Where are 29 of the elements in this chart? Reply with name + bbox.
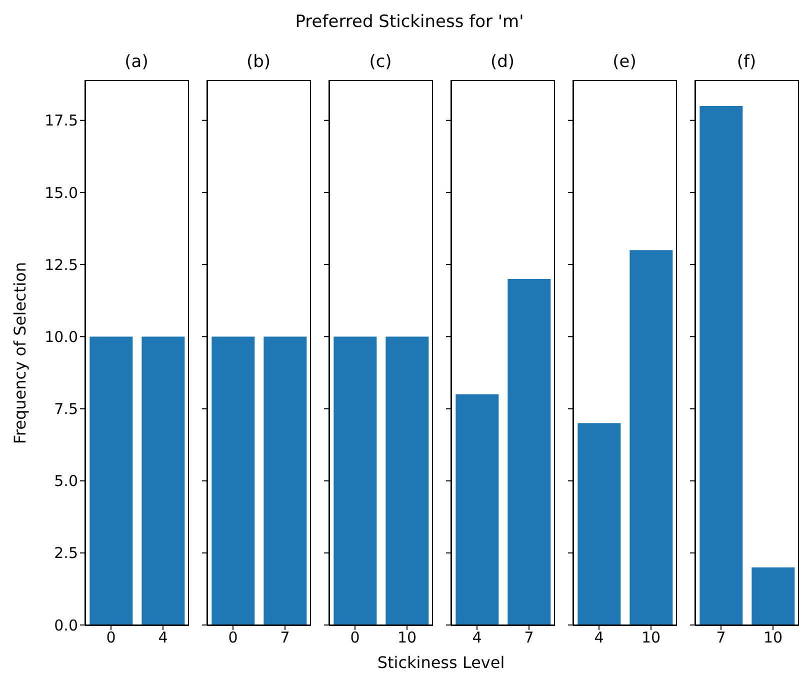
x-tick-label: 0 [350, 628, 360, 647]
x-tick-label: 4 [472, 628, 482, 647]
y-tick-label: 10.0 [44, 328, 78, 346]
x-tick-label: 10 [397, 628, 417, 647]
chart-title: (a) [124, 51, 150, 74]
y-tick-label: 5.0 [54, 472, 78, 490]
x-tick-label: 10 [641, 628, 661, 647]
y-tick-label: 15.0 [44, 184, 78, 202]
x-tick-label: 10 [763, 628, 783, 647]
y-tick-label: 12.5 [44, 256, 78, 274]
x-tick-label: 7 [524, 628, 534, 647]
x-tick-label: 4 [594, 628, 604, 647]
x-tick-label: 4 [158, 628, 168, 647]
x-tick-label: 7 [280, 628, 290, 647]
x-tick-label: 0 [228, 628, 238, 647]
chart-title: (e) [612, 51, 638, 74]
y-tick-label: 7.5 [54, 400, 78, 418]
y-axis-title: Frequency of Selection [10, 262, 30, 444]
chart-title: (d) [489, 51, 516, 74]
text: Preferred Stickiness for 'm' [294, 12, 525, 32]
chart-title: (b) [245, 51, 272, 74]
x-tick-label: 0 [106, 628, 116, 647]
y-tick-label: 17.5 [44, 112, 78, 130]
x-tick-label: 7 [716, 628, 726, 647]
chart-title: (c) [368, 51, 393, 74]
x-axis-title: Stickiness Level [376, 653, 506, 672]
y-tick-label: 2.5 [54, 544, 78, 562]
chart-title: (f) [736, 51, 758, 74]
y-tick-label: 0.0 [54, 616, 78, 634]
